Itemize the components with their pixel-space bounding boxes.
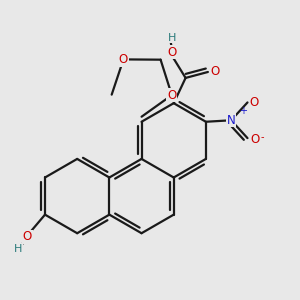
- Text: O: O: [211, 65, 220, 79]
- Text: -: -: [261, 132, 264, 142]
- Text: O: O: [250, 133, 260, 146]
- Text: O: O: [167, 88, 176, 102]
- Text: N: N: [227, 114, 236, 127]
- Text: +: +: [239, 106, 247, 116]
- Text: H: H: [14, 244, 22, 254]
- Text: O: O: [168, 46, 177, 59]
- Text: O: O: [22, 230, 32, 243]
- Text: O: O: [249, 96, 259, 109]
- Text: H: H: [168, 33, 176, 43]
- Text: O: O: [119, 53, 128, 66]
